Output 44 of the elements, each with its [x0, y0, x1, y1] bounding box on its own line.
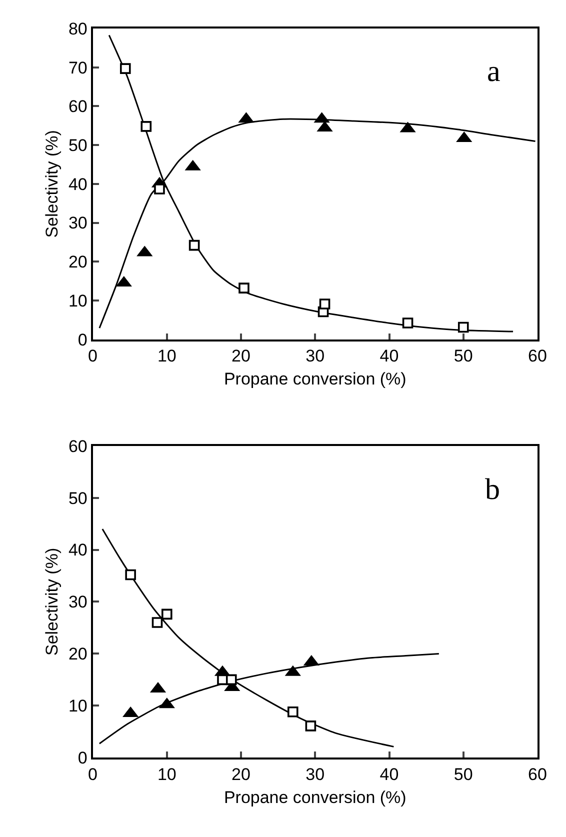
point [125, 569, 136, 580]
x-tick-label: 40 [380, 346, 399, 366]
y-tick-label: 20 [68, 644, 88, 664]
x-tick-label: 60 [528, 765, 547, 784]
annotation: a [487, 55, 500, 88]
y-tick-label: 40 [68, 540, 88, 560]
x-tick-label: 20 [232, 346, 250, 366]
y-tick-label: 30 [68, 214, 88, 233]
y-tick-label: 40 [68, 174, 88, 194]
x-tick-label: 30 [306, 765, 325, 784]
x-tick-label: 10 [157, 765, 176, 784]
point [402, 318, 414, 328]
point [152, 617, 163, 628]
x-tick-label: 40 [380, 765, 399, 784]
point [238, 282, 250, 294]
y-tick-label: 70 [68, 58, 88, 78]
x-axis-title: Propane conversion (%) [224, 370, 406, 389]
y-tick-label: 80 [68, 19, 88, 38]
y-tick-label: 10 [68, 291, 88, 310]
x-tick-label: 50 [454, 765, 473, 784]
y-tick-label: 50 [68, 488, 88, 508]
x-axis-title: Propane conversion (%) [224, 788, 406, 807]
x-tick-label: 30 [306, 346, 325, 366]
y-tick-label: 50 [68, 136, 88, 156]
point [154, 184, 165, 194]
y-axis-title: Selectivity (%) [42, 548, 62, 656]
point [188, 240, 200, 251]
x-tick-label: 50 [454, 346, 473, 366]
point [319, 298, 330, 310]
y-tick-label: 0 [78, 748, 88, 768]
y-tick-label: 60 [68, 97, 88, 116]
y-tick-label: 60 [68, 436, 88, 456]
x-tick-label: 60 [528, 346, 547, 366]
annotation: b [485, 473, 500, 506]
y-tick-label: 10 [68, 696, 88, 716]
point [161, 608, 172, 620]
x-tick-label: 10 [157, 346, 176, 366]
y-tick-label: 0 [78, 330, 88, 350]
point [458, 322, 469, 333]
x-tick-label: 20 [232, 765, 250, 784]
y-axis-title: Selectivity (%) [42, 130, 62, 238]
y-tick-label: 30 [68, 592, 88, 612]
y-tick-label: 20 [68, 252, 88, 272]
point [226, 674, 237, 686]
